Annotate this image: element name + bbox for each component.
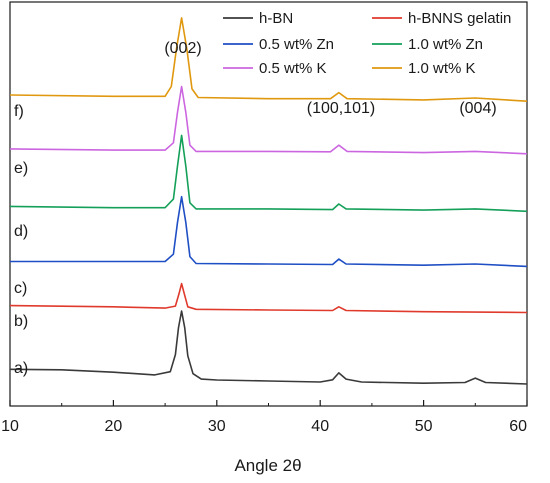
x-axis-title: Angle 2θ [234,456,301,475]
legend: h-BN h-BNNS gelatin 0.5 wt% Zn 1.0 wt% Z… [223,10,511,77]
x-axis-ticks: 10 20 30 40 50 60 [1,400,528,435]
legend-label-k-10: 1.0 wt% K [408,60,476,77]
series-line-e [9,85,528,155]
series-line-a [9,310,528,385]
curve-label-c: c) [14,280,27,297]
x-tick-label: 60 [509,418,527,435]
legend-label-k-05: 0.5 wt% K [259,60,327,77]
x-tick-label: 40 [311,418,329,435]
series-line-b [9,282,528,314]
x-tick-label: 50 [415,418,433,435]
peak-annotation-002: (002) [164,40,201,57]
legend-label-zn-05: 0.5 wt% Zn [259,36,334,53]
curve-label-d: d) [14,223,28,240]
x-tick-label: 30 [208,418,226,435]
curve-label-b: b) [14,313,28,330]
legend-label-h-bn: h-BN [259,10,293,27]
curve-label-a: a) [14,360,28,377]
series-layer [9,17,528,385]
legend-label-h-bnns-gelatin: h-BNNS gelatin [408,10,511,27]
series-line-c [10,195,528,268]
peak-annotation-004: (004) [459,100,496,117]
curve-label-e: e) [14,160,28,177]
peak-annotation-100-101: (100,101) [307,100,376,117]
legend-label-zn-10: 1.0 wt% Zn [408,36,483,53]
series-line-d [9,134,528,213]
x-tick-label: 20 [105,418,123,435]
curve-label-f: f) [14,103,24,120]
x-tick-label: 10 [1,418,19,435]
series-line-f [9,17,528,102]
